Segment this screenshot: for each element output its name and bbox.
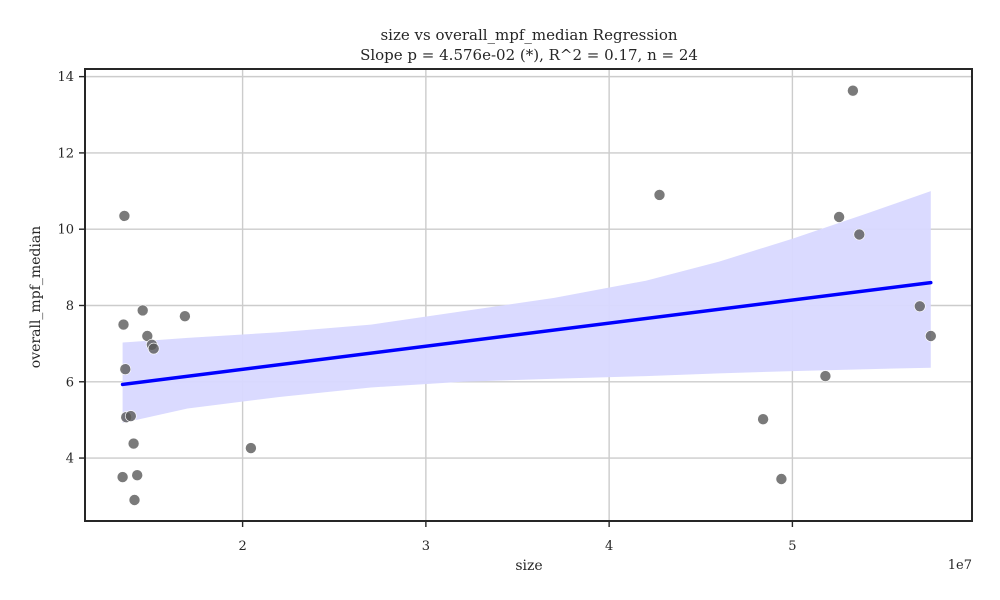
regression-line-layer <box>120 280 933 387</box>
data-point <box>653 189 666 201</box>
ticks-layer: 2 3 4 5 4 6 8 10 12 14 <box>57 70 796 554</box>
data-point <box>147 342 160 355</box>
y-tick-label: 8 <box>66 299 74 314</box>
regression-line <box>120 280 933 387</box>
data-point <box>127 437 140 450</box>
data-point <box>117 318 130 331</box>
x-tick-label: 4 <box>605 539 613 554</box>
x-tick-label: 3 <box>422 539 430 554</box>
confidence-band-layer <box>122 191 931 423</box>
y-tick-label: 4 <box>66 452 74 467</box>
y-tick-label: 10 <box>57 223 74 238</box>
data-point <box>924 330 937 342</box>
x-tick-label: 5 <box>788 539 796 554</box>
chart-subtitle: Slope p = 4.576e-02 (*), R^2 = 0.17, n =… <box>360 46 698 64</box>
data-point <box>131 469 143 482</box>
x-axis-label: size <box>515 558 542 574</box>
y-tick-label: 12 <box>57 146 74 161</box>
plot-frame <box>84 68 973 522</box>
data-point <box>847 84 859 97</box>
data-point <box>136 304 149 317</box>
data-point <box>757 413 769 426</box>
data-point <box>833 211 845 223</box>
x-tick-label: 2 <box>238 539 246 554</box>
data-point <box>118 210 131 222</box>
confidence-band <box>122 191 931 423</box>
data-point <box>853 228 866 241</box>
y-tick-label: 6 <box>66 375 74 390</box>
y-axis-label: overall_mpf_median <box>28 226 44 368</box>
y-tick-label: 14 <box>57 70 74 85</box>
data-point <box>119 363 132 376</box>
points-layer <box>116 84 937 506</box>
data-point <box>913 300 926 313</box>
data-point <box>245 442 257 454</box>
data-point <box>128 494 141 506</box>
chart-title: size vs overall_mpf_median Regression <box>380 26 677 44</box>
data-point <box>179 310 191 323</box>
data-point <box>819 370 832 382</box>
data-point <box>775 473 788 485</box>
x-axis-offset-label: 1e7 <box>948 558 972 573</box>
data-point <box>125 410 137 422</box>
data-point <box>116 471 129 483</box>
